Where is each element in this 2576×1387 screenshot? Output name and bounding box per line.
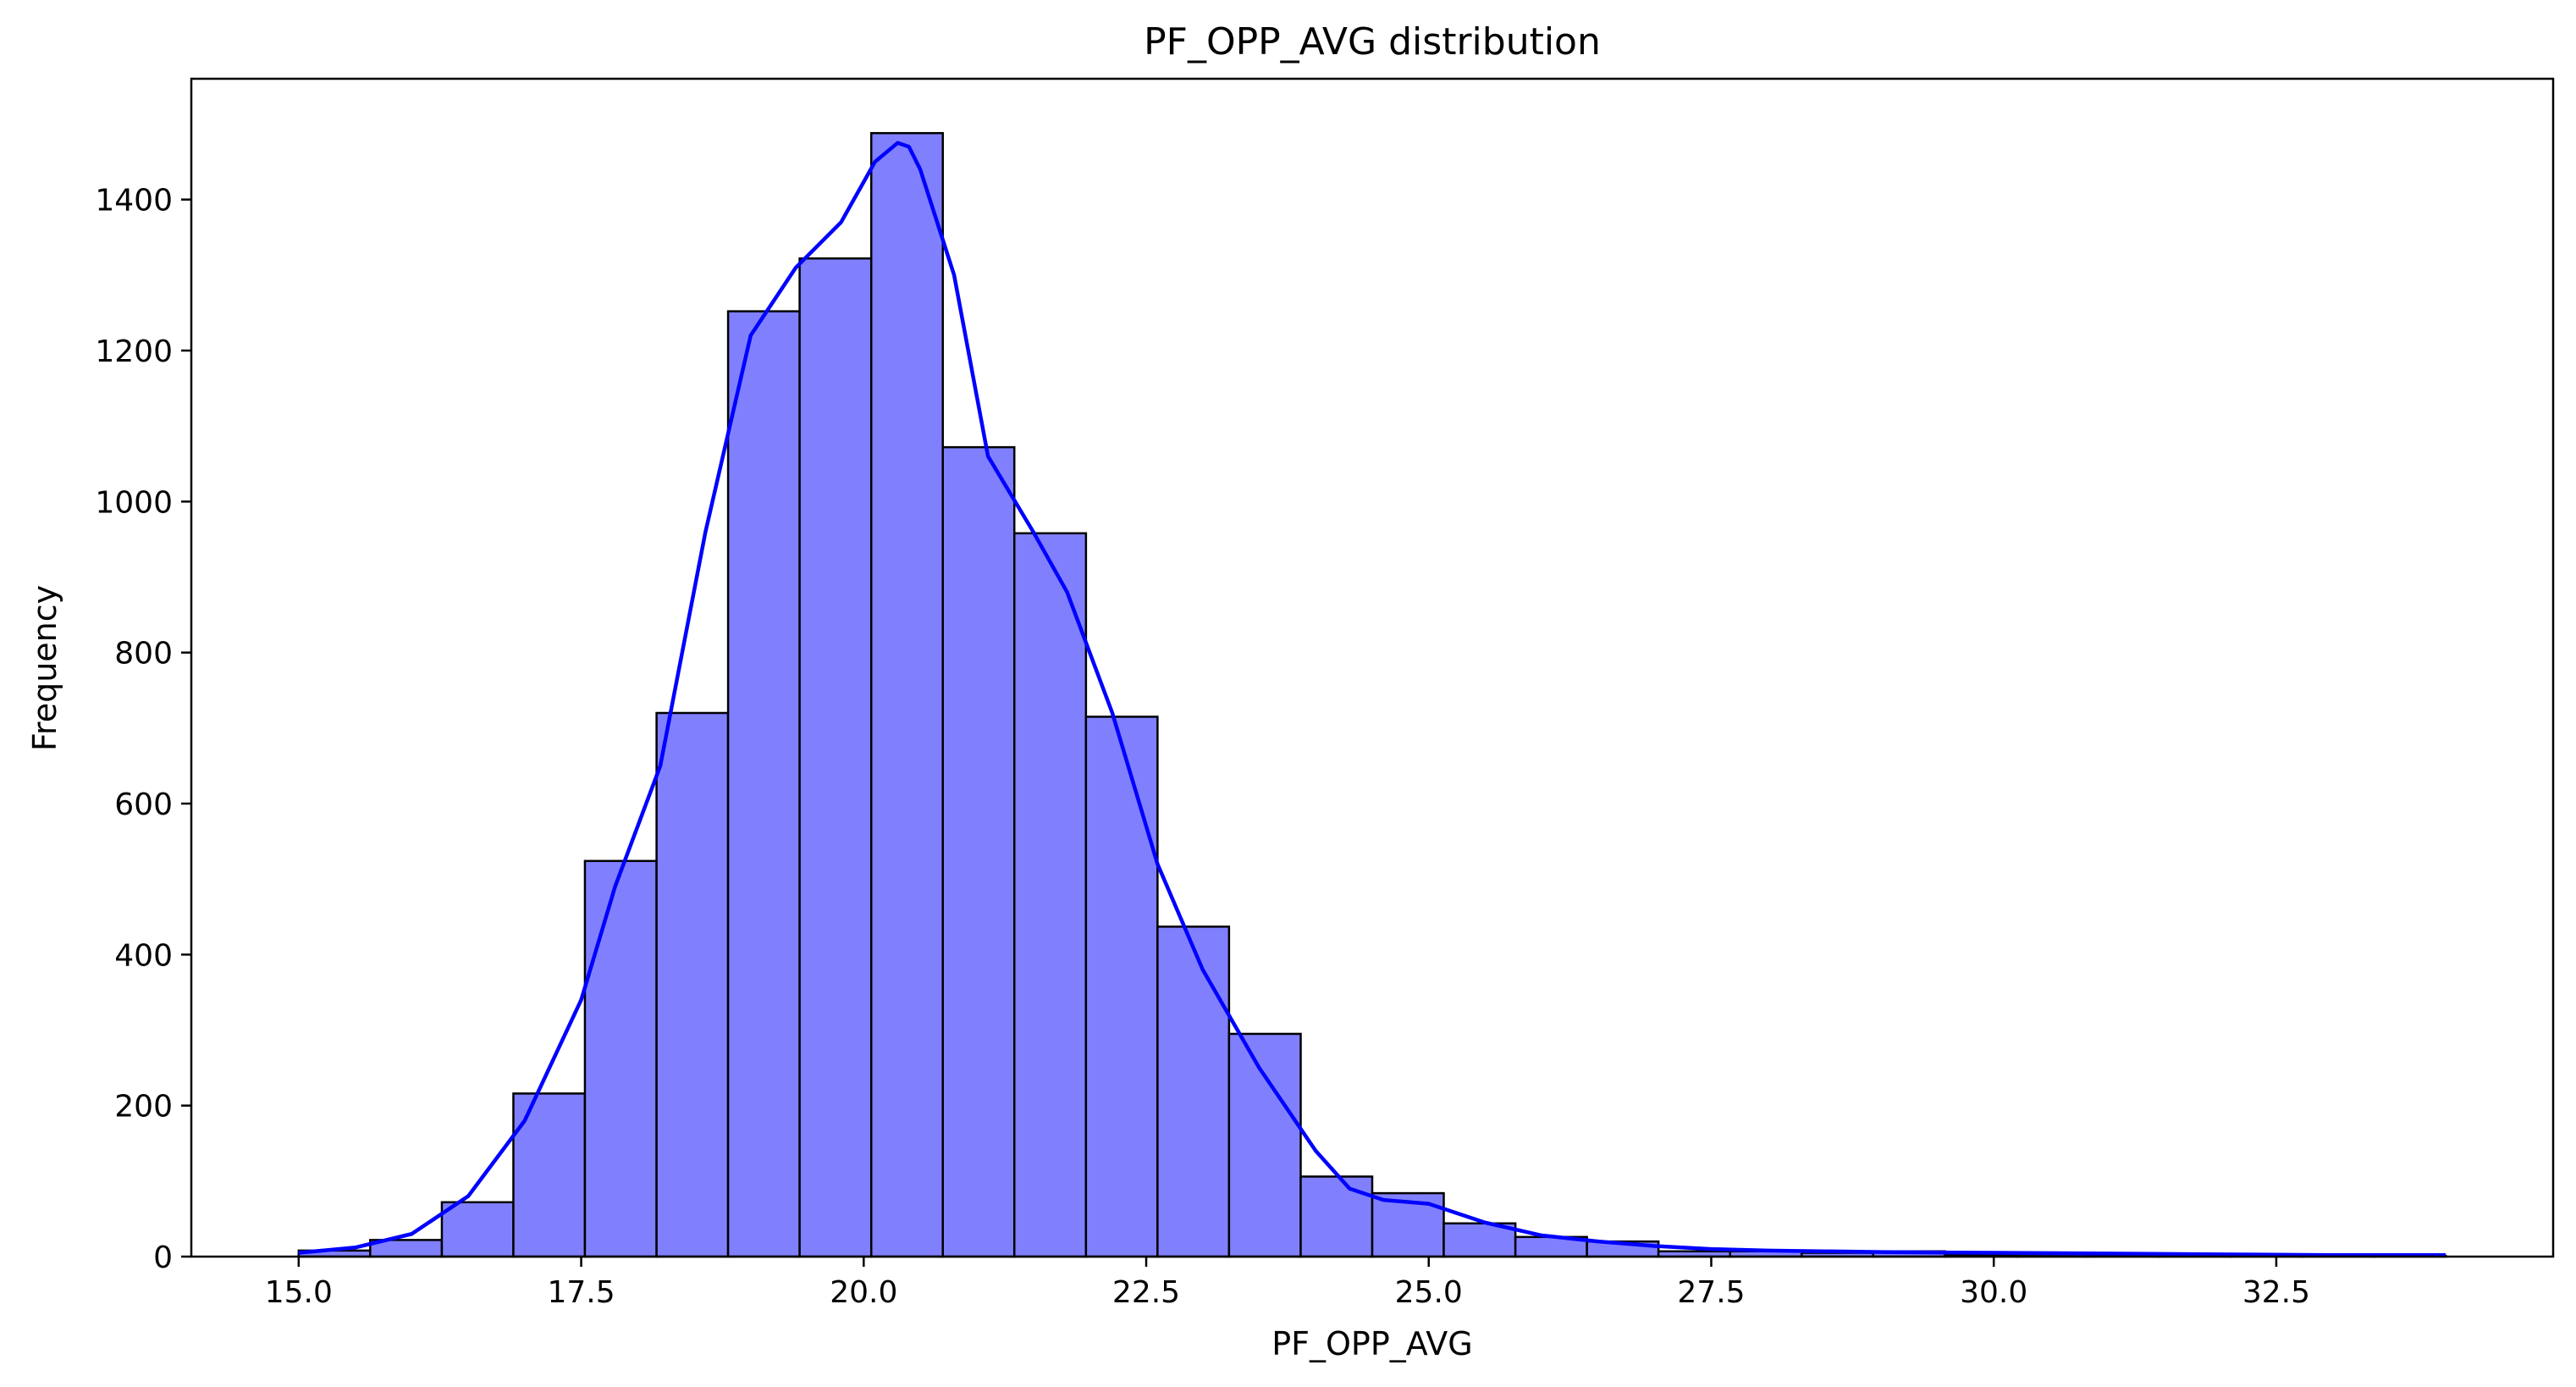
- x-tick-label: 30.0: [1960, 1275, 2027, 1310]
- x-tick-label: 17.5: [547, 1275, 615, 1310]
- y-axis-ticks: 0 200 400 600 800 1000 1200 1400: [95, 184, 191, 1275]
- histogram-bar: [869, 131, 944, 1258]
- histogram-bar: [941, 445, 1016, 1258]
- y-tick-label: 800: [114, 637, 173, 671]
- y-tick-label: 0: [153, 1241, 173, 1275]
- plot-frame: [190, 77, 2555, 1258]
- histogram-bar: [798, 257, 873, 1258]
- y-tick-label: 1400: [95, 184, 173, 218]
- x-tick-label: 15.0: [265, 1275, 333, 1310]
- y-tick-label: 1200: [95, 334, 173, 369]
- histogram-bar: [440, 1201, 515, 1258]
- y-tick-label: 1000: [95, 485, 173, 520]
- histogram-bar: [583, 859, 658, 1258]
- x-tick-label: 20.0: [830, 1275, 897, 1310]
- histogram-bar: [1156, 926, 1231, 1258]
- y-tick-label: 600: [114, 787, 173, 822]
- histogram-bar: [1012, 532, 1088, 1258]
- x-axis-ticks: 15.0 17.5 20.0 22.5 25.0 27.5 30.0 32.5: [265, 1257, 2310, 1310]
- y-tick-label: 200: [114, 1090, 173, 1125]
- histogram-bars: [297, 131, 2447, 1258]
- x-tick-label: 22.5: [1112, 1275, 1180, 1310]
- histogram-bar: [1227, 1032, 1302, 1258]
- histogram-bar: [726, 310, 801, 1258]
- y-axis-label: Frequency: [26, 585, 63, 751]
- histogram-bar: [1299, 1175, 1374, 1258]
- y-tick-label: 400: [114, 938, 173, 973]
- chart-title: PF_OPP_AVG distribution: [1144, 20, 1601, 64]
- histogram-bar: [655, 711, 730, 1258]
- x-tick-label: 27.5: [1677, 1275, 1745, 1310]
- kde-curve: [298, 141, 2446, 1257]
- x-tick-label: 25.0: [1395, 1275, 1463, 1310]
- x-axis-label: PF_OPP_AVG: [1271, 1325, 1473, 1362]
- histogram-bar: [1084, 716, 1159, 1258]
- x-tick-label: 32.5: [2242, 1275, 2310, 1310]
